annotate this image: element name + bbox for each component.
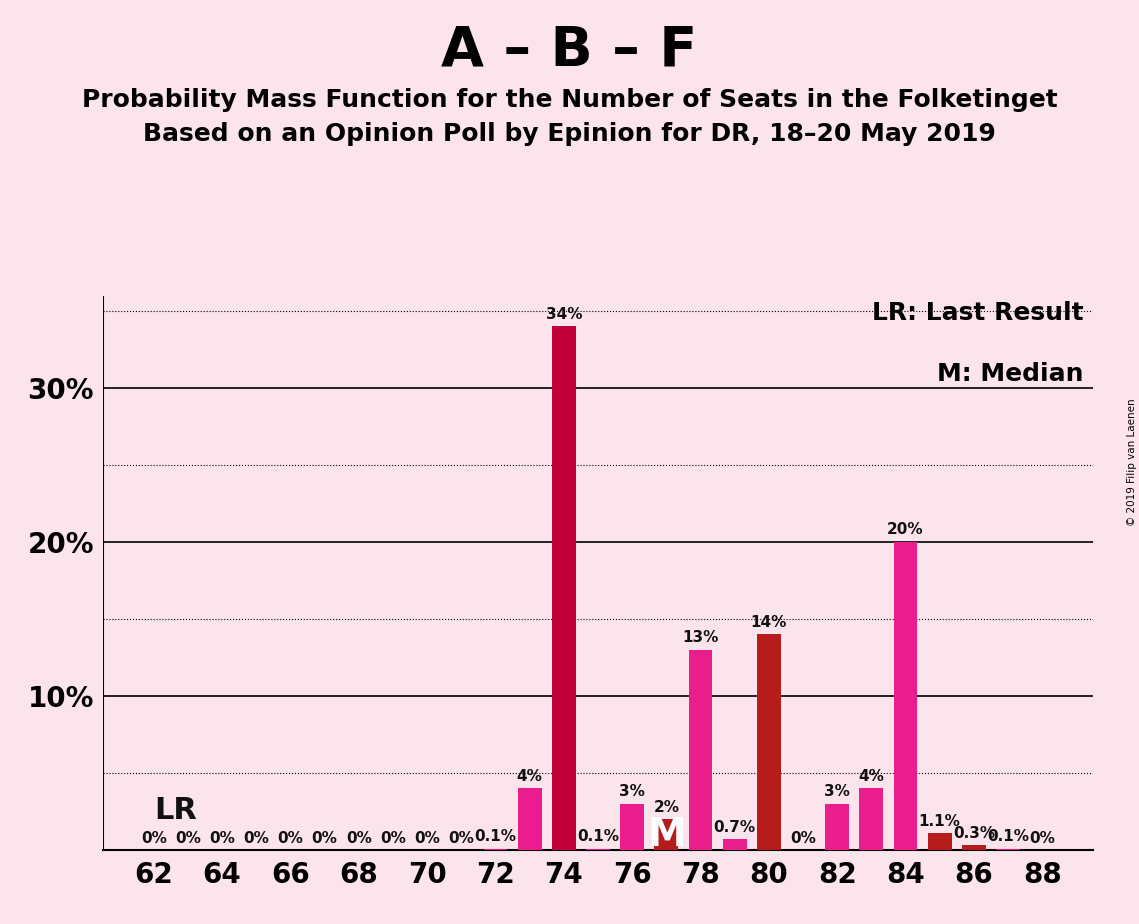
Text: 14%: 14% [751, 614, 787, 630]
Bar [688, 650, 713, 850]
Text: 0%: 0% [790, 832, 816, 846]
Text: 4%: 4% [517, 769, 542, 784]
Text: 0%: 0% [312, 832, 337, 846]
Bar [825, 804, 849, 850]
Text: 0%: 0% [141, 832, 166, 846]
Bar [961, 845, 986, 850]
Text: Based on an Opinion Poll by Epinion for DR, 18–20 May 2019: Based on an Opinion Poll by Epinion for … [144, 122, 995, 146]
Text: 34%: 34% [546, 307, 582, 322]
Text: 3%: 3% [620, 784, 645, 799]
Text: M: M [647, 816, 686, 854]
Bar [483, 848, 508, 850]
Text: 0%: 0% [278, 832, 303, 846]
Text: LR: Last Result: LR: Last Result [872, 301, 1083, 325]
Text: 0.1%: 0.1% [988, 829, 1029, 844]
Text: 0%: 0% [244, 832, 269, 846]
Text: 0.7%: 0.7% [714, 820, 755, 834]
Text: 0%: 0% [449, 832, 474, 846]
Text: 2%: 2% [654, 799, 679, 815]
Text: 0%: 0% [175, 832, 200, 846]
Text: LR: LR [154, 796, 197, 825]
Bar [997, 848, 1021, 850]
Text: 20%: 20% [887, 522, 924, 538]
Text: 4%: 4% [859, 769, 884, 784]
Text: 0%: 0% [1030, 832, 1055, 846]
Bar [723, 839, 747, 850]
Text: 0%: 0% [346, 832, 371, 846]
Bar [587, 848, 611, 850]
Text: 13%: 13% [682, 630, 719, 645]
Text: 0.1%: 0.1% [475, 829, 516, 844]
Bar [552, 326, 576, 850]
Bar [859, 788, 884, 850]
Bar [757, 635, 781, 850]
Text: A – B – F: A – B – F [442, 23, 697, 77]
Text: M: Median: M: Median [937, 362, 1083, 386]
Bar [620, 804, 644, 850]
Bar [518, 788, 542, 850]
Bar [927, 833, 952, 850]
Text: 0%: 0% [415, 832, 440, 846]
Text: 3%: 3% [825, 784, 850, 799]
Text: Probability Mass Function for the Number of Seats in the Folketinget: Probability Mass Function for the Number… [82, 88, 1057, 112]
Text: 0%: 0% [380, 832, 405, 846]
Text: 1.1%: 1.1% [919, 813, 960, 829]
Text: 0%: 0% [210, 832, 235, 846]
Text: 0.1%: 0.1% [577, 829, 618, 844]
Bar [654, 820, 679, 850]
Text: © 2019 Filip van Laenen: © 2019 Filip van Laenen [1126, 398, 1137, 526]
Text: 0.3%: 0.3% [953, 826, 994, 841]
Bar [893, 542, 918, 850]
